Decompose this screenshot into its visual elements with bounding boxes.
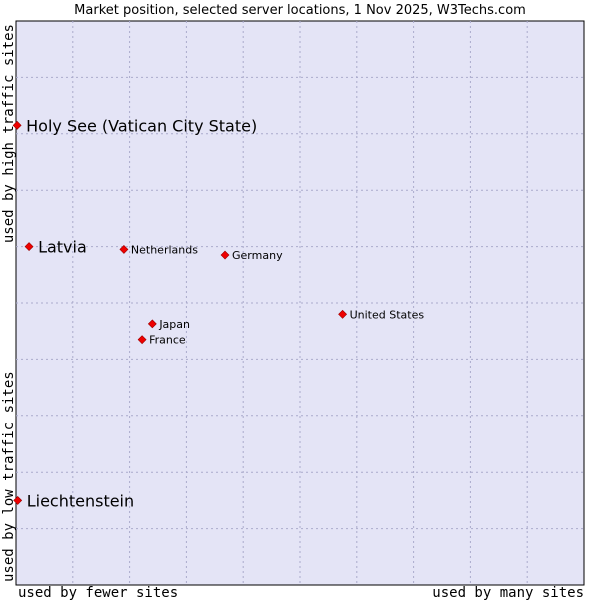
x-axis-label-left: used by fewer sites xyxy=(18,585,178,600)
point-label: Latvia xyxy=(38,238,87,257)
point-marker xyxy=(338,309,348,319)
point-label: Holy See (Vatican City State) xyxy=(26,116,257,135)
data-point: Holy See (Vatican City State) xyxy=(12,116,257,135)
point-marker xyxy=(13,495,23,505)
point-label: Netherlands xyxy=(131,243,198,256)
point-marker xyxy=(220,250,230,260)
point-marker xyxy=(12,120,22,130)
y-axis-label-top: used by high traffic sites xyxy=(1,24,17,243)
data-point: Latvia xyxy=(24,238,87,257)
point-label: Japan xyxy=(158,318,190,331)
x-axis-label-right: used by many sites xyxy=(432,585,584,600)
data-point: United States xyxy=(338,308,425,321)
data-point: France xyxy=(137,334,186,347)
point-marker xyxy=(147,319,157,329)
point-label: France xyxy=(149,334,186,347)
point-marker xyxy=(119,244,129,254)
point-marker xyxy=(24,242,34,252)
grid xyxy=(16,21,584,585)
data-point: Netherlands xyxy=(119,243,198,256)
chart-title: Market position, selected server locatio… xyxy=(74,3,526,18)
point-marker xyxy=(137,335,147,345)
data-point: Japan xyxy=(147,318,190,331)
point-label: Germany xyxy=(232,249,283,262)
y-axis-label-bottom: used by low traffic sites xyxy=(1,371,17,582)
point-label: Liechtenstein xyxy=(27,491,134,510)
data-point: Germany xyxy=(220,249,283,262)
point-label: United States xyxy=(350,308,425,321)
data-point: Liechtenstein xyxy=(13,491,134,510)
data-points: Holy See (Vatican City State) Latvia Nethe… xyxy=(12,116,425,510)
